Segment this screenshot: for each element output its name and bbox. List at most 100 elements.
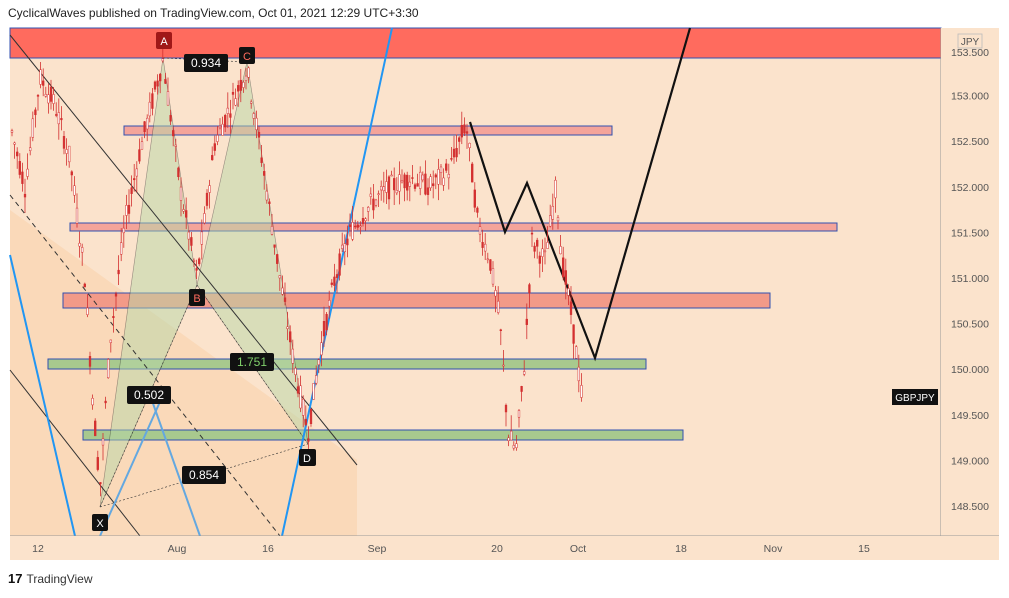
candle [304, 405, 307, 427]
candle [229, 99, 232, 134]
candle [250, 99, 253, 109]
y-tick-label: 152.000 [951, 182, 989, 194]
zone-149-25 [82, 429, 684, 441]
point-label-A: A [156, 32, 172, 49]
candle [445, 158, 448, 174]
candle [359, 221, 362, 235]
candle [68, 145, 71, 168]
candle [252, 111, 255, 126]
candle [413, 182, 417, 192]
candle [400, 169, 404, 184]
candle [73, 176, 76, 203]
candle [151, 87, 154, 116]
svg-text:0.934: 0.934 [191, 56, 221, 70]
candle [564, 258, 567, 300]
candle [146, 114, 149, 142]
candle [486, 252, 489, 264]
candle [294, 366, 297, 383]
candle [213, 135, 216, 156]
point-label-C: C [239, 47, 255, 64]
candle [452, 135, 456, 164]
x-tick-label: 15 [858, 543, 870, 555]
candle [473, 182, 476, 213]
candle [395, 177, 398, 196]
candle [385, 169, 388, 205]
candle [42, 68, 45, 97]
candle [166, 77, 170, 106]
y-tick-label: 151.500 [951, 227, 989, 239]
candle [567, 284, 570, 306]
candle [302, 395, 305, 428]
candle [55, 102, 58, 118]
candle [281, 275, 284, 296]
candle [390, 170, 393, 177]
candle [104, 396, 107, 409]
x-tick-label: 20 [491, 543, 503, 555]
candle [78, 231, 81, 258]
candle [494, 285, 497, 313]
candle [99, 482, 102, 497]
svg-text:C: C [243, 51, 251, 63]
candle [164, 72, 167, 84]
candle [575, 345, 578, 359]
candle [263, 163, 266, 190]
candle [471, 161, 474, 183]
svg-text:X: X [96, 518, 104, 530]
candle [242, 80, 245, 93]
candle [369, 187, 372, 205]
candle [29, 136, 32, 156]
point-label-D: D [299, 449, 316, 466]
x-tick-label: 18 [675, 543, 687, 555]
candle [62, 130, 66, 155]
candle [515, 435, 518, 451]
candle [424, 160, 427, 196]
candle [60, 106, 63, 131]
candle [512, 441, 515, 451]
candle [148, 92, 151, 123]
candle [114, 291, 118, 311]
ratio-ac: 0.934 [184, 54, 228, 72]
candle [460, 111, 463, 145]
candle [268, 198, 271, 216]
candle [447, 163, 450, 190]
candle [296, 378, 300, 398]
candle [432, 170, 435, 199]
candle [338, 248, 341, 281]
x-tick-label: Aug [168, 543, 187, 555]
candle [159, 73, 162, 94]
candle [47, 83, 50, 114]
candle [348, 213, 352, 237]
candle [562, 246, 565, 281]
candle [489, 259, 492, 274]
candle [86, 294, 89, 318]
candle [255, 110, 258, 139]
candle [130, 175, 133, 207]
candle [179, 177, 183, 217]
candle [468, 142, 471, 162]
candle [580, 373, 583, 402]
candle [504, 403, 508, 427]
candle [455, 134, 458, 162]
candle [322, 306, 326, 347]
candle [421, 171, 424, 183]
candle [34, 107, 37, 128]
candle [44, 86, 47, 98]
candle [426, 178, 430, 206]
candle [192, 258, 196, 268]
candle [278, 275, 281, 291]
candle [208, 179, 211, 209]
candle [325, 312, 328, 336]
candle [572, 324, 575, 359]
candle [320, 331, 323, 367]
y-tick-label: 148.500 [951, 501, 989, 513]
candle [502, 350, 505, 372]
candle [403, 172, 406, 202]
candle [411, 165, 414, 185]
candle [356, 220, 359, 231]
candle [299, 375, 302, 413]
candle [523, 360, 526, 377]
candle [309, 408, 313, 427]
candle [335, 269, 339, 293]
candle [260, 144, 263, 167]
chart-canvas[interactable]: 153.000152.500152.000151.500151.000150.5… [0, 0, 1009, 560]
